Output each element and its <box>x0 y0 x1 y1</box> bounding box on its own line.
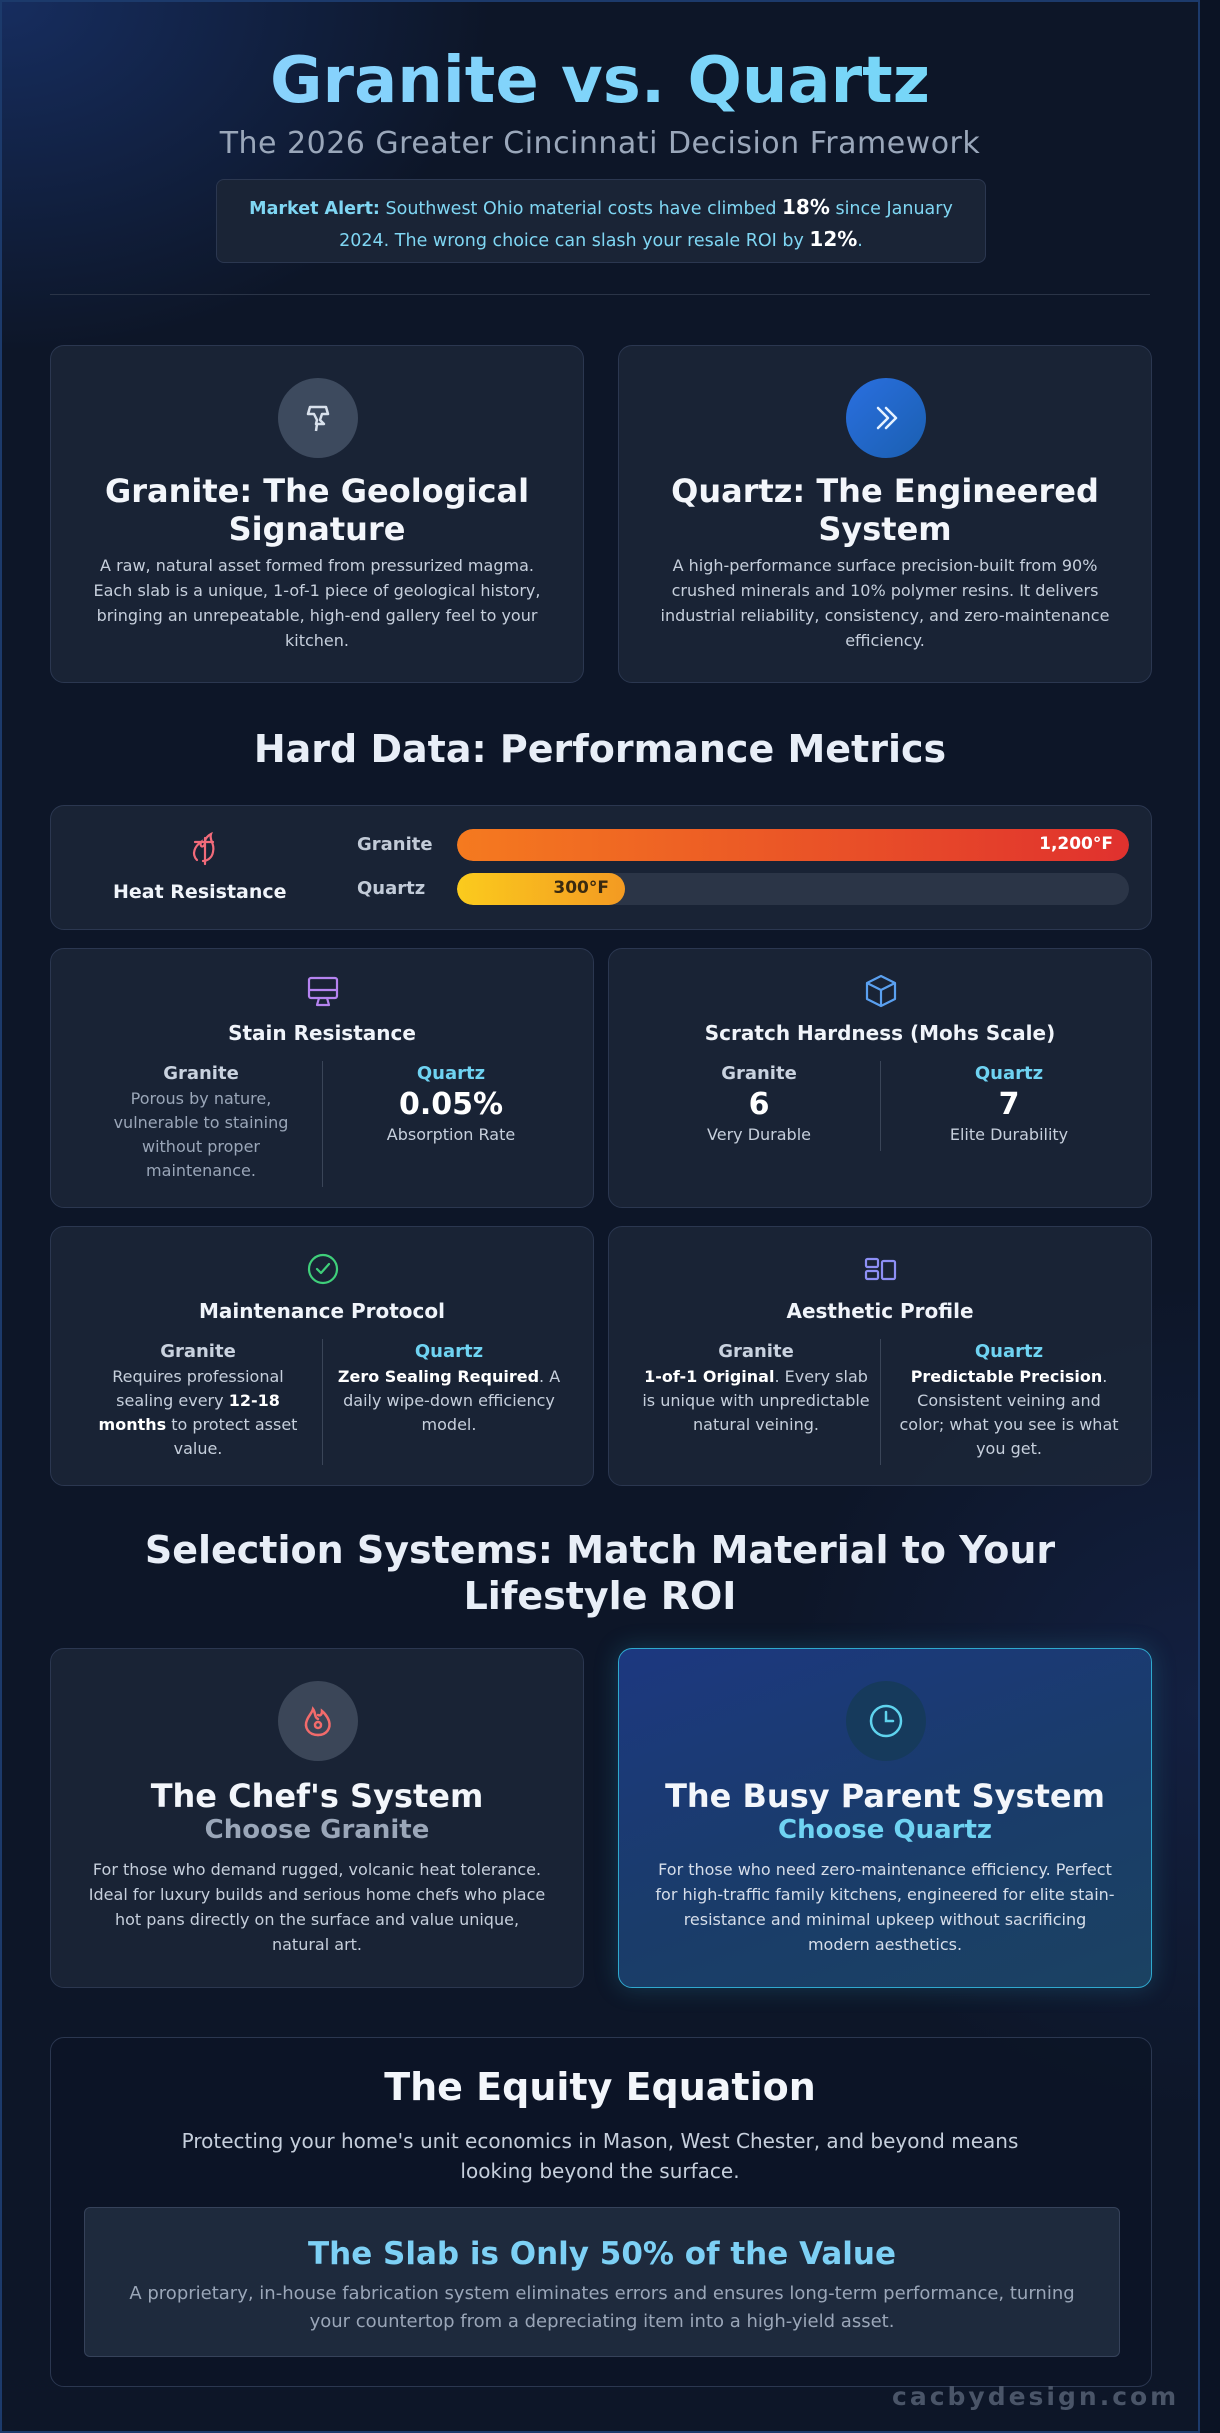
scratch-quartz-head: Quartz <box>974 1063 1044 1084</box>
quartz-intro-text: A high-performance surface precision-bui… <box>660 556 1110 650</box>
granite-intro-card: Granite: The Geological Signature A raw,… <box>50 345 584 683</box>
double-chevron-icon <box>846 378 926 458</box>
equity-text: Protecting your home's unit economics in… <box>181 2129 1019 2183</box>
stain-resistance-card: Stain Resistance Granite Porous by natur… <box>50 948 594 1208</box>
scratch-granite-col: Granite 6 Very Durable <box>659 1061 859 1147</box>
aesthetic-quartz-head: Quartz <box>974 1341 1044 1362</box>
layout-icon <box>863 1251 899 1291</box>
aesthetic-quartz-text: Predictable Precision. Consistent veinin… <box>899 1367 1119 1458</box>
heat-quartz-value: 300°F <box>553 878 609 898</box>
flame-icon <box>187 830 221 870</box>
stain-resistance-title: Stain Resistance <box>228 1021 416 1045</box>
stain-quartz-sub: Absorption Rate <box>386 1125 516 1144</box>
metrics-title: Hard Data: Performance Metrics <box>253 727 947 771</box>
heat-granite-label: Granite <box>357 834 433 855</box>
cube-icon <box>863 973 899 1013</box>
alert-value-a: 18% <box>782 195 830 219</box>
magma-icon <box>278 378 358 458</box>
stain-granite-head: Granite <box>163 1063 239 1084</box>
slab-value-title: The Slab is Only 50% of the Value <box>307 2236 897 2272</box>
scratch-granite-value: 6 <box>748 1087 770 1122</box>
scratch-hardness-title: Scratch Hardness (Mohs Scale) <box>704 1021 1056 1045</box>
stain-divider <box>322 1061 323 1187</box>
monitor-icon <box>305 973 341 1013</box>
granite-intro-text: A raw, natural asset formed from pressur… <box>93 556 541 650</box>
maintenance-granite-col: Granite Requires professional sealing ev… <box>91 1339 305 1461</box>
scratch-quartz-sub: Elite Durability <box>949 1125 1069 1144</box>
chef-system-title: The Chef's System <box>150 1777 484 1815</box>
scratch-granite-head: Granite <box>721 1063 797 1084</box>
scratch-divider <box>880 1061 881 1151</box>
parent-system-card: The Busy Parent System Choose Quartz For… <box>618 1648 1152 1988</box>
market-alert: Market Alert: Southwest Ohio material co… <box>216 179 986 263</box>
aesthetic-card: Aesthetic Profile Granite 1-of-1 Origina… <box>608 1226 1152 1486</box>
heat-quartz-label: Quartz <box>357 878 426 899</box>
granite-intro-title: Granite: The Geological Signature <box>104 472 530 548</box>
slab-value-box: The Slab is Only 50% of the Value A prop… <box>84 2207 1120 2357</box>
heat-granite-fill: 1,200°F <box>457 829 1129 861</box>
chef-system-card: The Chef's System Choose Granite For tho… <box>50 1648 584 1988</box>
alert-label: Market Alert: <box>249 199 380 219</box>
alert-text-a: Southwest Ohio material costs have climb… <box>379 199 783 219</box>
heat-granite-bar: 1,200°F <box>457 829 1129 861</box>
flame-swirl-icon <box>278 1681 358 1761</box>
maintenance-quartz-head: Quartz <box>414 1341 484 1362</box>
scratch-hardness-card: Scratch Hardness (Mohs Scale) Granite 6 … <box>608 948 1152 1208</box>
scratch-granite-sub: Very Durable <box>707 1125 811 1144</box>
parent-system-title: The Busy Parent System <box>665 1777 1105 1815</box>
aesthetic-divider <box>880 1339 881 1465</box>
check-circle-icon <box>305 1251 341 1291</box>
parent-choose-label: Choose Quartz <box>777 1815 993 1845</box>
chef-choose-label: Choose Granite <box>204 1815 430 1845</box>
aesthetic-title: Aesthetic Profile <box>786 1299 974 1323</box>
stain-quartz-head: Quartz <box>416 1063 486 1084</box>
maintenance-granite-head: Granite <box>160 1341 236 1362</box>
watermark: cacbydesign.com <box>892 2382 1180 2411</box>
quartz-intro-title: Quartz: The Engineered System <box>671 472 1099 548</box>
header-divider <box>50 294 1150 295</box>
slab-value-text: A proprietary, in-house fabrication syst… <box>129 2283 1075 2332</box>
maintenance-quartz-col: Quartz Zero Sealing Required. A daily wi… <box>333 1339 565 1437</box>
maintenance-quartz-text: Zero Sealing Required. A daily wipe-down… <box>337 1367 561 1434</box>
quartz-intro-card: Quartz: The Engineered System A high-per… <box>618 345 1152 683</box>
maintenance-card: Maintenance Protocol Granite Requires pr… <box>50 1226 594 1486</box>
heat-quartz-fill: 300°F <box>457 873 625 905</box>
heat-granite-value: 1,200°F <box>1039 834 1113 854</box>
alert-text-b: since January 2024. The wrong choice can… <box>339 199 953 251</box>
heat-resistance-label: Heat Resistance <box>113 881 287 903</box>
stain-quartz-value: 0.05% <box>398 1087 504 1122</box>
parent-system-text: For those who need zero-maintenance effi… <box>655 1860 1115 1954</box>
alert-text-c: . <box>857 231 863 251</box>
aesthetic-quartz-col: Quartz Predictable Precision. Consistent… <box>895 1339 1123 1461</box>
aesthetic-granite-text: 1-of-1 Original. Every slab is unique wi… <box>642 1367 870 1434</box>
clock-icon <box>846 1681 926 1761</box>
maintenance-granite-text: Requires professional sealing every 12-1… <box>98 1367 298 1458</box>
stain-quartz-col: Quartz 0.05% Absorption Rate <box>341 1061 561 1147</box>
heat-resistance-card: Heat Resistance Granite 1,200°F Quartz 3… <box>50 805 1152 930</box>
scratch-quartz-col: Quartz 7 Elite Durability <box>909 1061 1109 1147</box>
aesthetic-granite-col: Granite 1-of-1 Original. Every slab is u… <box>639 1339 873 1437</box>
scratch-quartz-value: 7 <box>998 1087 1020 1122</box>
stain-granite-text: Porous by nature, vulnerable to staining… <box>113 1089 289 1180</box>
selection-title: Selection Systems: Match Material to You… <box>144 1528 1056 1618</box>
alert-value-b: 12% <box>809 227 858 251</box>
equity-title: The Equity Equation <box>384 2065 816 2109</box>
stain-granite-col: Granite Porous by nature, vulnerable to … <box>101 1061 301 1183</box>
chef-system-text: For those who demand rugged, volcanic he… <box>88 1860 546 1954</box>
aesthetic-granite-head: Granite <box>718 1341 794 1362</box>
maintenance-title: Maintenance Protocol <box>199 1299 445 1323</box>
page-title: Granite vs. Quartz <box>2 44 1198 118</box>
maintenance-divider <box>322 1339 323 1465</box>
heat-quartz-bar: 300°F <box>457 873 1129 905</box>
page-subtitle: The 2026 Greater Cincinnati Decision Fra… <box>219 126 981 161</box>
